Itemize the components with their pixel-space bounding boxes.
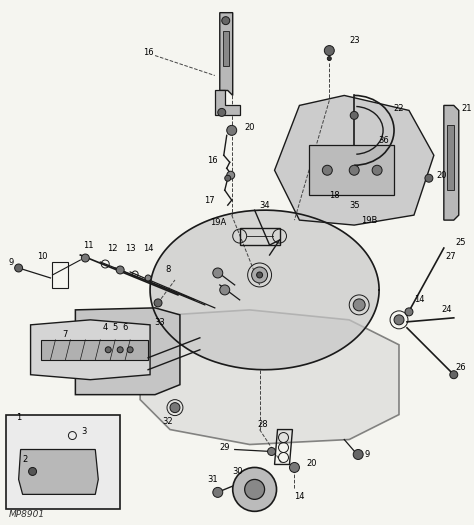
Polygon shape bbox=[274, 96, 434, 225]
Circle shape bbox=[213, 487, 223, 497]
Circle shape bbox=[170, 403, 180, 413]
Circle shape bbox=[225, 175, 231, 181]
Text: 14: 14 bbox=[414, 296, 424, 304]
Polygon shape bbox=[215, 90, 240, 116]
Text: 4: 4 bbox=[103, 323, 108, 332]
Circle shape bbox=[222, 17, 230, 25]
Polygon shape bbox=[40, 340, 148, 360]
Circle shape bbox=[405, 308, 413, 316]
Circle shape bbox=[116, 266, 124, 274]
Text: 24: 24 bbox=[442, 306, 452, 314]
Text: 19A: 19A bbox=[210, 217, 226, 227]
Text: 9: 9 bbox=[8, 257, 13, 267]
Circle shape bbox=[28, 467, 36, 476]
Text: 23: 23 bbox=[349, 36, 359, 45]
Circle shape bbox=[425, 174, 433, 182]
Text: 20: 20 bbox=[437, 171, 447, 180]
Text: 8: 8 bbox=[165, 266, 171, 275]
Text: 11: 11 bbox=[83, 240, 93, 249]
Text: 6: 6 bbox=[122, 323, 128, 332]
Circle shape bbox=[213, 268, 223, 278]
Circle shape bbox=[154, 299, 162, 307]
Circle shape bbox=[256, 272, 263, 278]
Circle shape bbox=[218, 108, 226, 117]
Text: 30: 30 bbox=[232, 467, 243, 476]
Circle shape bbox=[227, 125, 237, 135]
Text: 16: 16 bbox=[143, 48, 154, 57]
Circle shape bbox=[324, 46, 334, 56]
Circle shape bbox=[353, 299, 365, 311]
Circle shape bbox=[252, 267, 267, 283]
Polygon shape bbox=[30, 320, 150, 380]
Text: 20: 20 bbox=[245, 123, 255, 132]
Circle shape bbox=[127, 347, 133, 353]
Text: 26: 26 bbox=[456, 363, 466, 372]
Circle shape bbox=[350, 111, 358, 119]
Circle shape bbox=[245, 479, 264, 499]
Text: 3: 3 bbox=[82, 427, 87, 436]
Polygon shape bbox=[140, 310, 399, 445]
Text: MP8901: MP8901 bbox=[9, 510, 45, 519]
FancyBboxPatch shape bbox=[6, 415, 120, 509]
Text: 9: 9 bbox=[365, 450, 370, 459]
Circle shape bbox=[290, 463, 300, 472]
Text: 14: 14 bbox=[294, 492, 305, 501]
Text: 10: 10 bbox=[37, 251, 48, 260]
Circle shape bbox=[328, 57, 331, 60]
Text: 35: 35 bbox=[349, 201, 359, 209]
Circle shape bbox=[267, 447, 275, 456]
Text: 16: 16 bbox=[208, 156, 218, 165]
Text: 25: 25 bbox=[456, 237, 466, 247]
Polygon shape bbox=[220, 13, 233, 96]
Text: 32: 32 bbox=[163, 417, 173, 426]
Circle shape bbox=[353, 449, 363, 459]
Circle shape bbox=[233, 467, 276, 511]
Text: 31: 31 bbox=[208, 475, 218, 484]
Polygon shape bbox=[223, 30, 229, 66]
Circle shape bbox=[394, 315, 404, 325]
Text: 36: 36 bbox=[379, 136, 390, 145]
Text: 21: 21 bbox=[462, 104, 472, 113]
Text: 17: 17 bbox=[204, 196, 215, 205]
Text: 1: 1 bbox=[16, 413, 21, 422]
Text: 7: 7 bbox=[63, 330, 68, 339]
Circle shape bbox=[372, 165, 382, 175]
Polygon shape bbox=[18, 449, 98, 495]
Polygon shape bbox=[444, 106, 459, 220]
Text: 33: 33 bbox=[155, 318, 165, 328]
Text: 5: 5 bbox=[113, 323, 118, 332]
Polygon shape bbox=[75, 308, 180, 395]
Polygon shape bbox=[447, 125, 454, 190]
Text: 13: 13 bbox=[125, 244, 136, 253]
Circle shape bbox=[82, 254, 89, 262]
Text: 20: 20 bbox=[306, 459, 317, 468]
Text: 27: 27 bbox=[446, 251, 456, 260]
Circle shape bbox=[117, 347, 123, 353]
Circle shape bbox=[145, 275, 151, 281]
Text: 2: 2 bbox=[22, 455, 27, 464]
Text: 22: 22 bbox=[394, 104, 404, 113]
Circle shape bbox=[322, 165, 332, 175]
Text: 14: 14 bbox=[143, 244, 153, 253]
Polygon shape bbox=[310, 145, 394, 195]
Text: 18: 18 bbox=[329, 191, 339, 200]
Polygon shape bbox=[150, 210, 379, 370]
Circle shape bbox=[349, 165, 359, 175]
Circle shape bbox=[220, 285, 230, 295]
Circle shape bbox=[227, 171, 235, 179]
Text: 29: 29 bbox=[219, 443, 230, 452]
Circle shape bbox=[450, 371, 458, 379]
Text: 28: 28 bbox=[257, 420, 268, 429]
Circle shape bbox=[15, 264, 23, 272]
Circle shape bbox=[105, 347, 111, 353]
Text: 34: 34 bbox=[259, 201, 270, 209]
Text: 19B: 19B bbox=[361, 216, 377, 225]
Text: 12: 12 bbox=[107, 244, 118, 253]
